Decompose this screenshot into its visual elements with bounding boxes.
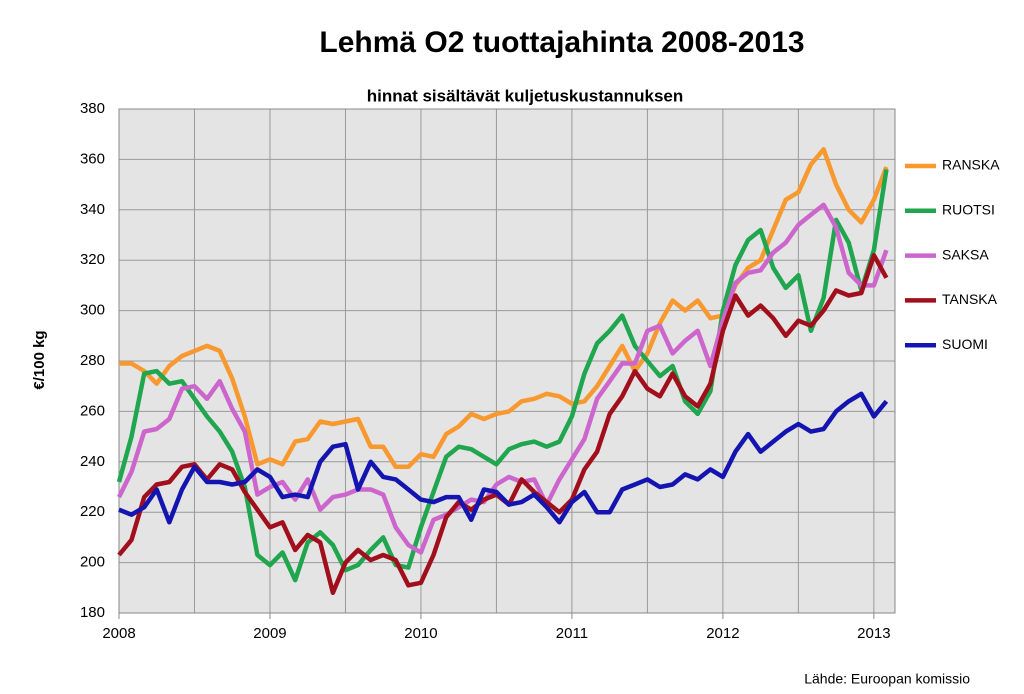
source: Lähde: Euroopan komissio [804, 671, 970, 687]
y-tick-label: 300 [80, 302, 105, 319]
line-series [118, 391, 889, 525]
x-tick-label: 2010 [404, 625, 437, 642]
legend-label: RANSKA [942, 157, 1000, 173]
y-tick-label: 200 [80, 554, 105, 571]
y-tick-label: 220 [80, 503, 105, 520]
x-tick-label: 2012 [706, 625, 739, 642]
y-tick-label: 380 [80, 100, 105, 117]
x-tick-label: 2011 [556, 625, 588, 642]
x-tick-label: 2013 [857, 625, 890, 642]
y-tick-label: 240 [80, 453, 105, 470]
y-tick-label: 260 [80, 402, 105, 419]
plot-border [118, 108, 896, 614]
y-tick-label: 340 [80, 201, 105, 218]
legend-label: TANSKA [942, 291, 998, 307]
x-tick-label: 2009 [253, 625, 286, 642]
line-series [119, 147, 889, 470]
y-tick-label: 360 [80, 150, 105, 167]
legend-label: SAKSA [942, 246, 989, 262]
legend-label: SUOMI [942, 336, 988, 352]
legend-label: RUOTSI [942, 202, 995, 218]
y-tick-label: 280 [80, 352, 105, 369]
chart-title: Lehmä O2 tuottajahinta 2008-2013 [319, 26, 804, 59]
x-tick-label: 2008 [102, 625, 135, 642]
y-tick-label: 180 [80, 604, 105, 621]
y-axis-label: €/100 kg [31, 330, 48, 389]
line-series [116, 202, 889, 555]
y-tick-label: 320 [80, 251, 105, 268]
chart-subtitle: hinnat sisältävät kuljetuskustannuksen [367, 86, 683, 105]
